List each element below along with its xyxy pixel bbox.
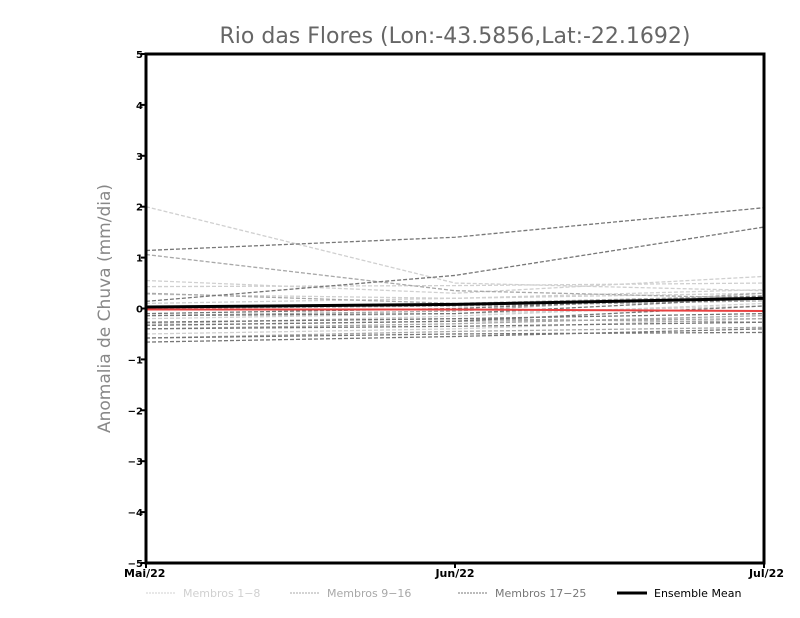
series-line-1 bbox=[145, 206, 765, 292]
x-tick-label: Mai/22 bbox=[124, 567, 165, 580]
x-tick-label: Jun/22 bbox=[434, 567, 474, 580]
series-line-20 bbox=[145, 312, 765, 323]
series-line-23 bbox=[145, 328, 765, 343]
y-tick-label: 2 bbox=[136, 203, 143, 214]
y-tick-label: −2 bbox=[128, 406, 143, 417]
series-line-22 bbox=[145, 331, 765, 339]
series-line-25 bbox=[145, 305, 765, 326]
chart-title: Rio das Flores (Lon:-43.5856,Lat:-22.169… bbox=[220, 24, 691, 49]
y-tick-label: 3 bbox=[136, 152, 143, 163]
x-tick-label: Jul/22 bbox=[748, 567, 784, 580]
series-line-6 bbox=[145, 318, 765, 335]
series-line-7 bbox=[145, 292, 765, 305]
series-line-21 bbox=[145, 321, 765, 330]
series-line-19 bbox=[145, 295, 765, 315]
series-line-13 bbox=[145, 314, 765, 330]
y-tick-label: −3 bbox=[128, 457, 143, 468]
y-tick-label: 4 bbox=[136, 101, 143, 112]
legend-label: Membros 9−16 bbox=[327, 587, 411, 600]
y-tick-label: 1 bbox=[136, 254, 143, 265]
legend-label: Ensemble Mean bbox=[654, 587, 741, 600]
series-line-17 bbox=[145, 207, 765, 252]
y-tick-label: 5 bbox=[136, 50, 143, 61]
series-line-18 bbox=[145, 226, 765, 303]
y-tick-label: −4 bbox=[128, 508, 143, 519]
legend-label: Membros 1−8 bbox=[183, 587, 260, 600]
series-line-15 bbox=[145, 300, 765, 310]
y-tick-label: −1 bbox=[128, 355, 143, 366]
ensemble-mean-line bbox=[145, 296, 765, 309]
reference-line bbox=[146, 308, 765, 313]
series-line-9 bbox=[145, 253, 765, 299]
y-axis-label: Anomalia de Chuva (mm/dia) bbox=[95, 184, 115, 433]
y-tick-label: 0 bbox=[136, 305, 143, 316]
y-tick-label: −5 bbox=[128, 559, 143, 570]
series-line-2 bbox=[145, 275, 765, 294]
series-line-14 bbox=[145, 326, 765, 339]
series-line-11 bbox=[145, 292, 765, 317]
legend-label: Membros 17−25 bbox=[495, 587, 586, 600]
series-line-24 bbox=[145, 297, 765, 317]
series-line-3 bbox=[145, 282, 765, 288]
